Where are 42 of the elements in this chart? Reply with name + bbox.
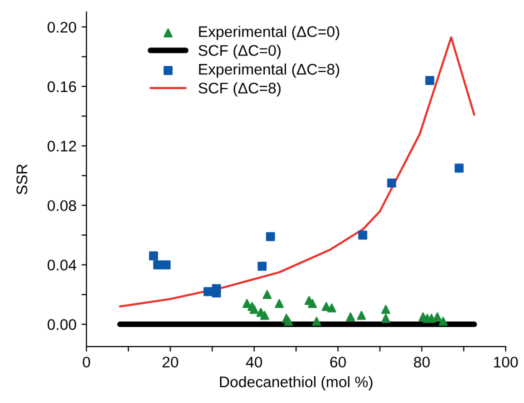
- point: [250, 304, 259, 314]
- point: [204, 287, 213, 296]
- point: [381, 314, 390, 323]
- legend-label: SCF (ΔC=8): [198, 82, 281, 97]
- y-axis-title: SSR: [16, 164, 28, 194]
- point: [153, 260, 162, 270]
- point: [308, 298, 317, 308]
- point: [284, 316, 294, 326]
- point: [425, 76, 434, 85]
- point: [162, 260, 171, 270]
- point: [346, 312, 356, 322]
- x-tick-label: 60: [330, 356, 346, 368]
- x-axis-title: Dodecanethiol (mol %): [220, 376, 372, 390]
- point: [312, 316, 322, 326]
- point: [212, 288, 221, 298]
- point: [327, 303, 336, 312]
- y-tick-label: 0.04: [48, 260, 76, 270]
- point: [358, 230, 368, 240]
- point: [274, 298, 284, 308]
- point: [149, 251, 158, 260]
- y-tick-label: 0.20: [48, 22, 76, 33]
- point: [454, 164, 464, 173]
- point: [387, 178, 396, 188]
- x-tick-label: 20: [162, 356, 178, 368]
- y-tick-label: 0.00: [48, 319, 76, 330]
- legend-label: Experimental (ΔC=0): [199, 26, 340, 40]
- y-tick-label: 0.12: [48, 140, 76, 152]
- legend-label: Experimental (ΔC=8): [199, 63, 340, 78]
- x-tick-label: 80: [414, 356, 430, 368]
- point: [381, 304, 390, 314]
- legend-label: SCF (ΔC=0): [198, 44, 281, 59]
- point: [356, 310, 366, 320]
- point: [258, 262, 267, 271]
- x-tick-label: 40: [246, 356, 262, 368]
- point: [438, 316, 448, 326]
- point: [260, 310, 270, 320]
- y-tick-label: 0.16: [48, 81, 76, 92]
- y-tick-label: 0.08: [48, 200, 76, 212]
- point: [262, 290, 272, 300]
- x-tick-label: 0: [82, 356, 90, 368]
- point: [266, 232, 275, 242]
- x-tick-label: 100: [494, 356, 518, 368]
